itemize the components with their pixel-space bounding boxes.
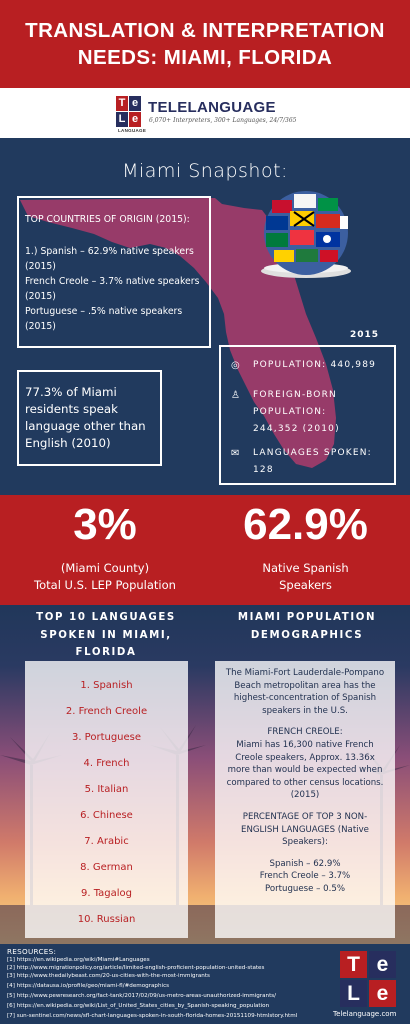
language-item: 6. Chinese: [80, 810, 133, 821]
other-language-box: 77.3% of Miami residents speak language …: [17, 370, 162, 466]
country-item: French Creole – 3.7% native speakers (20…: [25, 276, 200, 302]
french-creole-heading: FRENCH CREOLE:: [267, 727, 343, 738]
brand-tagline: 6,070+ Interpreters, 300+ Languages, 24/…: [149, 117, 297, 124]
globe-icon: ◎: [231, 360, 241, 371]
telelanguage-logo: T e L e: [116, 96, 142, 128]
spanish-percent: 62.9%: [243, 500, 368, 549]
florida-shape: [20, 198, 336, 468]
flag-globe: [261, 191, 351, 278]
logo-tile-t: T: [116, 96, 128, 111]
stat-languages-text: LANGUAGES SPOKEN: 128: [253, 448, 372, 475]
lep-label-2: Total U.S. LEP Population: [34, 578, 176, 592]
resource-link[interactable]: [2] http://www.migrationpolicy.org/artic…: [7, 965, 265, 971]
countries-title: TOP COUNTRIES OF ORIGIN (2015):: [25, 214, 190, 225]
demographics-paragraph-2: Miami has 16,300 native French Creole sp…: [226, 739, 384, 801]
percentage-item: French Creole – 3.7%: [259, 871, 351, 882]
snapshot-title: Miami Snapshot:: [122, 160, 288, 182]
language-item: 9. Tagalog: [80, 888, 133, 899]
footer-tile-e: e: [369, 951, 396, 978]
lep-percent: 3%: [73, 500, 137, 549]
footer-logo: T e L e: [340, 951, 398, 1009]
person-icon: ♙: [231, 390, 242, 401]
logo-caption: LANGUAGE: [118, 128, 147, 133]
language-item: 4. French: [83, 758, 130, 769]
country-item: Portuguese – .5% native speakers (2015): [25, 306, 183, 332]
page-title: TRANSLATION & INTERPRETATION NEEDS: MIAM…: [25, 19, 385, 69]
footer-tile-e2: e: [369, 980, 396, 1007]
stats-year: 2015: [350, 330, 380, 340]
resource-link[interactable]: [4] https://datausa.io/profile/geo/miami…: [7, 983, 170, 989]
resources-heading: RESOURCES:: [7, 947, 57, 956]
brand-name: TELELANGUAGE: [148, 99, 276, 116]
other-language-text: 77.3% of Miami residents speak language …: [25, 385, 146, 450]
countries-box: TOP COUNTRIES OF ORIGIN (2015): 1.) Span…: [17, 196, 211, 348]
spanish-label-1: Native Spanish: [262, 561, 349, 575]
resource-link[interactable]: [3] http://www.thedailybeast.com/20-us-c…: [7, 973, 210, 979]
resource-link[interactable]: [6] https://en.wikipedia.org/wiki/List_o…: [7, 1003, 270, 1009]
demographics-heading: MIAMI POPULATION DEMOGRAPHICS: [237, 612, 377, 641]
logo-tile-e2: e: [129, 112, 141, 127]
spanish-label-2: Speakers: [279, 578, 332, 592]
language-item: 3. Portuguese: [71, 732, 142, 743]
top-languages-heading: TOP 10 LANGUAGES SPOKEN IN MIAMI, FLORID…: [36, 612, 176, 658]
resource-link[interactable]: [7] sun-sentinel.com/news/sfl-chart-lang…: [7, 1013, 298, 1019]
language-item: 8. German: [80, 862, 133, 873]
country-item: 1.) Spanish – 62.9% native speakers (201…: [25, 246, 194, 272]
language-item: 10. Russian: [77, 914, 136, 925]
speech-icon: ✉: [231, 448, 241, 459]
resource-link[interactable]: [5] http://www.pewresearch.org/fact-tank…: [7, 993, 277, 999]
logo-tile-e: e: [129, 96, 141, 111]
language-item: 7. Arabic: [84, 836, 129, 847]
website-link[interactable]: Telelanguage.com: [333, 1010, 397, 1018]
language-item: 2. French Creole: [65, 706, 148, 717]
logo-strip: [0, 88, 410, 138]
stat-population-text: POPULATION: 440,989: [253, 360, 377, 370]
demographics-paragraph-1: The Miami-Fort Lauderdale-Pompano Beach …: [225, 668, 385, 716]
language-item: 5. Italian: [84, 784, 129, 795]
header-banner: TRANSLATION & INTERPRETATION NEEDS: MIAM…: [0, 0, 410, 88]
stats-band: [0, 495, 410, 605]
stats-box: [219, 345, 396, 485]
stat-foreign-born-text: FOREIGN-BORN POPULATION: 244,352 (2010): [253, 390, 340, 434]
demographics-panel: The Miami-Fort Lauderdale-Pompano Beach …: [215, 661, 395, 938]
footer-tile-l: L: [340, 980, 367, 1007]
logo-tile-l: L: [116, 112, 128, 127]
lep-label-1: (Miami County): [60, 561, 150, 575]
percentage-heading: PERCENTAGE OF TOP 3 NON-ENGLISH LANGUAGE…: [241, 811, 369, 848]
resource-link[interactable]: [1] https://en.wikipedia.org/wiki/Miami#…: [7, 957, 150, 963]
language-item: 1. Spanish: [80, 680, 133, 691]
florida-map: [20, 191, 351, 468]
footer-tile-t: T: [340, 951, 367, 978]
percentage-item: Portuguese – 0.5%: [264, 883, 346, 894]
percentage-item: Spanish – 62.9%: [269, 858, 341, 869]
languages-panel: 1. Spanish 2. French Creole 3. Portugues…: [25, 661, 188, 938]
